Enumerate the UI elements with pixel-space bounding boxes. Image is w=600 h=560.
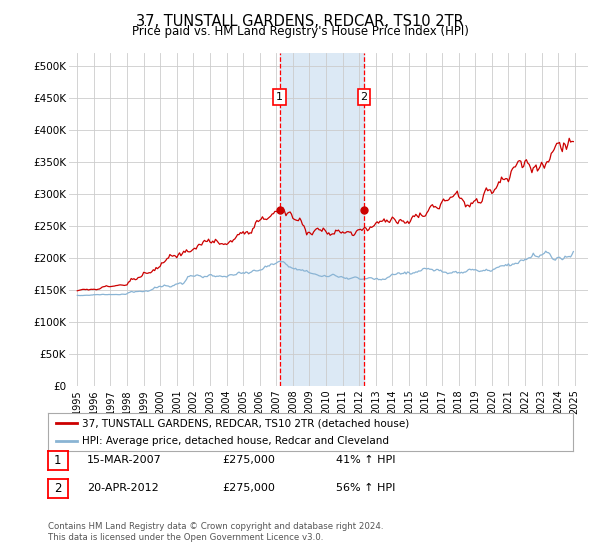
Text: £275,000: £275,000: [222, 455, 275, 465]
Text: 41% ↑ HPI: 41% ↑ HPI: [336, 455, 395, 465]
Text: 20-APR-2012: 20-APR-2012: [87, 483, 159, 493]
Text: £275,000: £275,000: [222, 483, 275, 493]
Text: Price paid vs. HM Land Registry's House Price Index (HPI): Price paid vs. HM Land Registry's House …: [131, 25, 469, 38]
Text: 1: 1: [276, 92, 283, 102]
Bar: [280, 53, 364, 386]
Text: This data is licensed under the Open Government Licence v3.0.: This data is licensed under the Open Gov…: [48, 533, 323, 542]
Text: 2: 2: [361, 92, 368, 102]
Text: 1: 1: [54, 454, 62, 467]
Text: 15-MAR-2007: 15-MAR-2007: [87, 455, 162, 465]
Text: 37, TUNSTALL GARDENS, REDCAR, TS10 2TR (detached house): 37, TUNSTALL GARDENS, REDCAR, TS10 2TR (…: [82, 418, 409, 428]
Text: 2: 2: [54, 482, 62, 495]
Text: HPI: Average price, detached house, Redcar and Cleveland: HPI: Average price, detached house, Redc…: [82, 436, 389, 446]
Text: Contains HM Land Registry data © Crown copyright and database right 2024.: Contains HM Land Registry data © Crown c…: [48, 522, 383, 531]
Text: 37, TUNSTALL GARDENS, REDCAR, TS10 2TR: 37, TUNSTALL GARDENS, REDCAR, TS10 2TR: [136, 14, 464, 29]
Text: 56% ↑ HPI: 56% ↑ HPI: [336, 483, 395, 493]
